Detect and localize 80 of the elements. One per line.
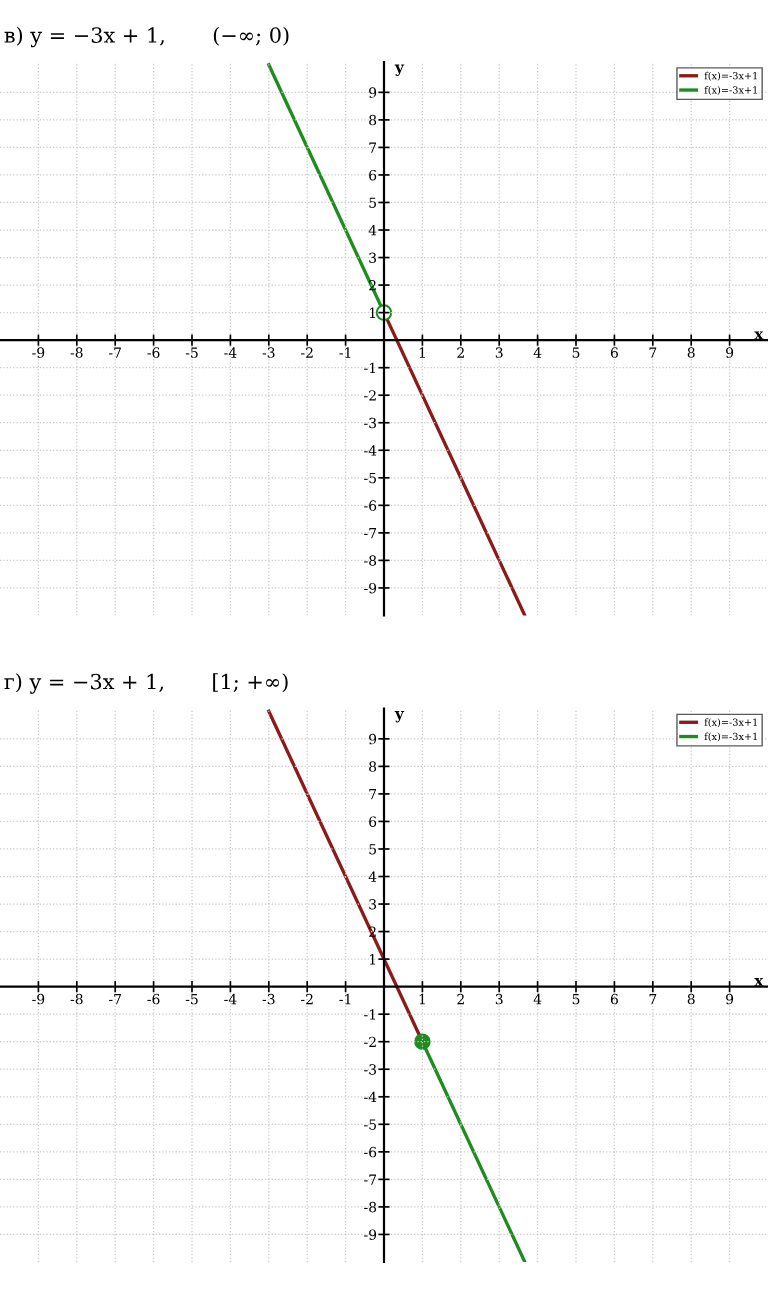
y-tick-label: -6 [364,1146,377,1158]
x-tick-label: 8 [687,347,695,358]
x-tick-label: -9 [32,993,45,1005]
y-tick-label: -3 [364,417,377,429]
y-tick-label: 9 [369,87,377,98]
legend-label: f(x)=-3x+1 [704,86,757,95]
x-tick-label: -7 [109,347,121,358]
y-tick-label: -5 [364,1119,376,1130]
x-tick-label: 4 [533,347,542,358]
y-tick-label: 6 [369,169,377,181]
x-tick-label: 1 [419,347,425,358]
x-tick-label: 5 [572,347,580,358]
x-tick-label: -5 [185,347,198,358]
x-tick-label: 7 [649,994,657,1005]
y-tick-label: -4 [364,1091,377,1103]
x-tick-label: -5 [185,994,198,1005]
y-tick-label: -7 [364,528,377,539]
x-tick-label: 2 [457,347,464,358]
x-tick-label: 1 [419,993,425,1005]
x-tick-label: 9 [726,993,734,1005]
x-tick-label: 3 [495,993,503,1005]
y-tick-label: -2 [364,1036,376,1047]
x-tick-label: -8 [70,347,83,358]
x-tick-label: 6 [610,347,618,358]
chart-title: г) y = −3x + 1, [1; +∞) [4,673,288,694]
y-tick-label: 3 [369,899,377,910]
y-tick-label: -6 [364,500,377,511]
x-tick-label: -6 [147,993,160,1005]
y-tick-label: 8 [369,761,377,772]
y-tick-label: -7 [364,1174,377,1185]
x-axis-title: x [754,331,764,340]
y-tick-label: -1 [364,1009,376,1020]
x-tick-label: 4 [533,993,542,1005]
y-tick-label: 3 [369,252,377,264]
x-tick-label: -8 [70,993,83,1005]
y-tick-label: -8 [364,1201,377,1213]
y-tick-label: 1 [369,307,376,318]
y-tick-label: 1 [369,954,376,965]
y-tick-label: -2 [364,390,376,401]
legend-label: f(x)=-3x+1 [704,732,757,742]
y-axis-title: y [394,711,405,723]
y-tick-label: 9 [369,733,377,745]
y-tick-label: -9 [364,1229,377,1240]
x-tick-label: -4 [224,347,237,358]
y-tick-label: 5 [369,197,376,208]
x-tick-label: -2 [301,347,313,358]
x-tick-label: 9 [726,347,734,358]
y-tick-label: 5 [369,844,376,855]
x-tick-label: -6 [147,347,160,358]
y-tick-label: 6 [369,816,377,827]
x-tick-label: 3 [495,347,503,358]
x-tick-label: -2 [301,993,313,1005]
x-tick-label: -3 [262,347,275,358]
chart-title: в) y = −3x + 1, (−∞; 0) [4,26,289,48]
x-tick-label: 7 [649,347,657,358]
legend-label: f(x)=-3x+1 [704,71,757,81]
y-tick-label: -4 [364,445,377,456]
y-tick-label: -8 [364,555,377,566]
x-tick-label: -4 [224,993,237,1005]
x-tick-label: 5 [572,994,580,1005]
x-tick-label: -7 [109,994,121,1005]
y-tick-label: 8 [369,114,377,126]
y-tick-label: 7 [369,789,377,800]
x-tick-label: -1 [339,347,351,358]
x-tick-label: -3 [262,993,275,1005]
y-tick-label: -5 [364,472,376,484]
x-tick-label: 8 [687,993,695,1005]
legend-label: f(x)=-3x+1 [704,718,757,728]
x-tick-label: -9 [32,347,45,358]
x-tick-label: 2 [457,993,464,1005]
y-tick-label: -1 [364,362,376,373]
y-tick-label: 4 [368,871,377,882]
y-tick-label: 7 [369,142,377,153]
y-tick-label: 4 [368,224,377,236]
x-tick-label: -1 [339,993,351,1005]
x-tick-label: 6 [610,993,618,1005]
y-tick-label: -3 [364,1064,377,1075]
y-axis-title: y [394,64,405,76]
x-axis-title: x [754,977,764,986]
y-tick-label: -9 [364,582,377,594]
